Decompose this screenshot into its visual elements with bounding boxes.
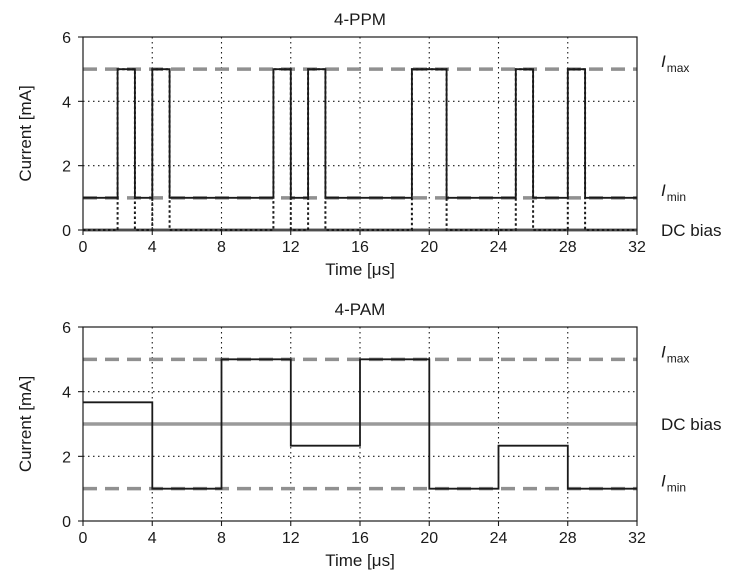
- x-tick-label: 12: [282, 239, 300, 256]
- x-tick-label: 24: [490, 239, 508, 256]
- y-tick-label: 6: [62, 30, 71, 47]
- x-tick-label: 28: [559, 530, 577, 547]
- y-tick-label: 0: [62, 514, 71, 531]
- current-min-label: Imin: [661, 472, 686, 495]
- x-tick-label: 32: [628, 239, 646, 256]
- x-tick-label: 0: [79, 239, 88, 256]
- y-axis-label: Current [mA]: [16, 85, 35, 181]
- dc-bias-label: DC bias: [661, 415, 721, 434]
- y-tick-label: 0: [62, 223, 71, 240]
- dc-bias-label: DC bias: [661, 221, 721, 240]
- current-min-label: Imin: [661, 181, 686, 204]
- y-tick-label: 2: [62, 159, 71, 176]
- y-axis-label: Current [mA]: [16, 376, 35, 472]
- y-tick-label: 2: [62, 449, 71, 466]
- x-tick-label: 28: [559, 239, 577, 256]
- x-tick-label: 20: [420, 530, 438, 547]
- current-max-label: Imax: [661, 52, 689, 75]
- chart-title: 4-PPM: [334, 10, 386, 29]
- series-line: [83, 358, 637, 490]
- x-tick-label: 20: [420, 239, 438, 256]
- x-tick-label: 32: [628, 530, 646, 547]
- x-tick-label: 16: [351, 239, 369, 256]
- x-tick-label: 4: [148, 530, 157, 547]
- y-tick-label: 6: [62, 320, 71, 337]
- y-tick-label: 4: [62, 385, 71, 402]
- chart-title: 4-PAM: [335, 300, 386, 319]
- x-tick-label: 4: [148, 239, 157, 256]
- current-max-label: Imax: [661, 342, 689, 365]
- x-tick-label: 12: [282, 530, 300, 547]
- x-tick-label: 8: [217, 239, 226, 256]
- x-axis-label: Time [μs]: [325, 551, 395, 570]
- x-tick-label: 8: [217, 530, 226, 547]
- x-tick-label: 0: [79, 530, 88, 547]
- x-axis-label: Time [μs]: [325, 260, 395, 279]
- x-tick-label: 16: [351, 530, 369, 547]
- y-tick-label: 4: [62, 94, 71, 111]
- x-tick-label: 24: [490, 530, 508, 547]
- series-line: [83, 68, 637, 199]
